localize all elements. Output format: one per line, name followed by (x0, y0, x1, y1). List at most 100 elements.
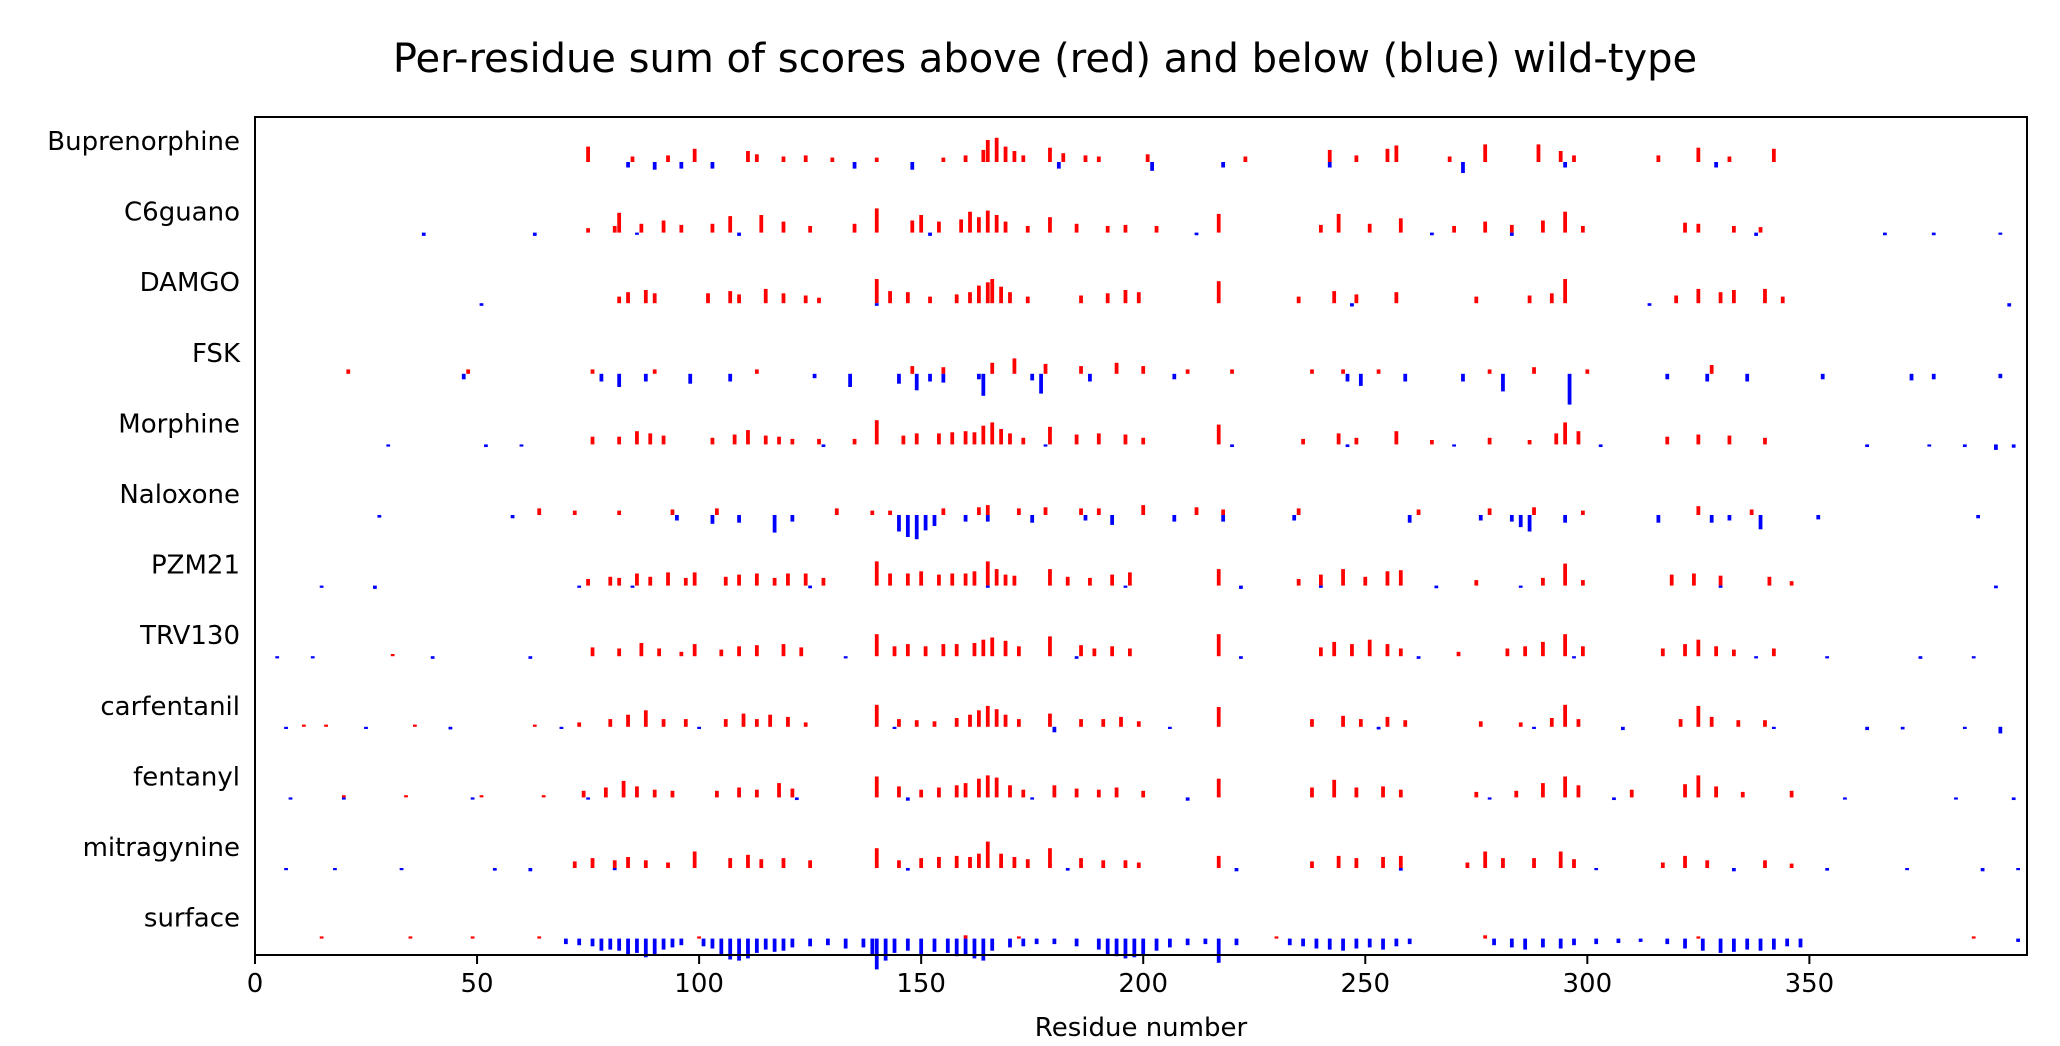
bar-below (906, 939, 910, 951)
bar-above (1230, 369, 1234, 373)
bar-above (764, 436, 768, 445)
bar-below (608, 939, 612, 950)
bar-below (1728, 515, 1732, 521)
bar-above (1661, 649, 1665, 657)
bar-below (1714, 162, 1718, 168)
bar-above (1337, 214, 1341, 233)
x-tick-label: 250 (1340, 969, 1390, 999)
bar-below (1772, 939, 1776, 950)
bar-below (471, 797, 475, 799)
bar-below (1754, 656, 1758, 658)
bar-below (1821, 374, 1825, 380)
bar-above (955, 644, 959, 656)
bar-above (1696, 706, 1700, 727)
bar-above (1048, 636, 1052, 656)
bar-above (1523, 646, 1527, 656)
bar-above (679, 652, 683, 656)
bar-above (1079, 366, 1083, 374)
bar-below (737, 233, 741, 236)
bar-below (870, 939, 874, 956)
bar-below (711, 162, 715, 169)
bar-above (1026, 226, 1030, 233)
bar-below (1594, 868, 1598, 870)
bar-above (955, 294, 959, 303)
bar-below (728, 939, 732, 960)
plot-area (275, 138, 2020, 970)
bar-above (995, 709, 999, 727)
bar-above (684, 719, 688, 727)
bar-above (1017, 936, 1021, 938)
bar-below (289, 797, 293, 799)
bar-above (759, 215, 763, 233)
bar-above (1399, 790, 1403, 798)
bar-above (693, 644, 697, 656)
bar-above (1115, 363, 1119, 374)
bar-above (1488, 438, 1492, 445)
bar-above (1563, 777, 1567, 798)
bar-above (1337, 856, 1341, 868)
bar-above (755, 645, 759, 656)
bar-below (1998, 374, 2002, 378)
bar-above (657, 649, 661, 657)
bar-above (875, 561, 879, 585)
bar-above (1563, 564, 1567, 586)
bar-below (1883, 233, 1887, 236)
bar-above (662, 436, 666, 445)
bar-below (808, 586, 812, 589)
bar-below (1905, 868, 1909, 870)
bar-above (1572, 155, 1576, 162)
bar-above (782, 644, 786, 656)
bar-above (1474, 297, 1478, 304)
bar-above (1341, 716, 1345, 727)
bar-below (1510, 233, 1514, 236)
bar-below (1963, 727, 1967, 729)
bar-above (906, 644, 910, 656)
bar-above (1581, 646, 1585, 656)
bar-below (1039, 374, 1043, 394)
bar-above (1337, 433, 1341, 444)
bar-below (826, 939, 830, 946)
bar-below (1230, 444, 1234, 447)
bar-below (284, 868, 288, 870)
bar-below (1239, 586, 1243, 589)
bar-above (773, 578, 777, 586)
bar-below (1141, 939, 1145, 956)
bar-above (1319, 225, 1323, 233)
bar-below (1572, 939, 1576, 946)
bar-below (600, 939, 604, 951)
x-axis-label: Residue number (1035, 1013, 1248, 1043)
bar-above (1008, 292, 1012, 303)
bar-above (990, 279, 994, 303)
bar-above (1483, 852, 1487, 869)
bar-above (990, 363, 994, 374)
bar-above (915, 433, 919, 444)
bar-below (773, 939, 777, 952)
bar-below (2016, 868, 2020, 870)
x-tick-label: 300 (1563, 969, 1613, 999)
bar-above (764, 289, 768, 303)
bar-above (653, 293, 657, 303)
bar-above (1332, 780, 1336, 798)
bar-above (1110, 646, 1114, 656)
bar-above (1479, 721, 1483, 727)
bar-above (693, 149, 697, 162)
bar-above (941, 367, 945, 374)
bar-below (875, 303, 879, 306)
bar-below (1430, 233, 1434, 236)
bar-above (1332, 291, 1336, 303)
bar-above (1341, 569, 1345, 586)
bar-below (342, 797, 346, 799)
bar-above (466, 369, 470, 373)
bar-above (1386, 571, 1390, 585)
bar-above (875, 777, 879, 798)
bar-above (799, 647, 803, 656)
bar-above (937, 222, 941, 233)
row-label: TRV130 (139, 621, 240, 651)
bar-above (1394, 292, 1398, 303)
bar-below (533, 233, 537, 236)
bar-above (1146, 154, 1150, 162)
bar-above (724, 577, 728, 586)
bar-above (1790, 791, 1794, 798)
bar-below (1510, 939, 1514, 948)
bar-above (626, 715, 630, 727)
